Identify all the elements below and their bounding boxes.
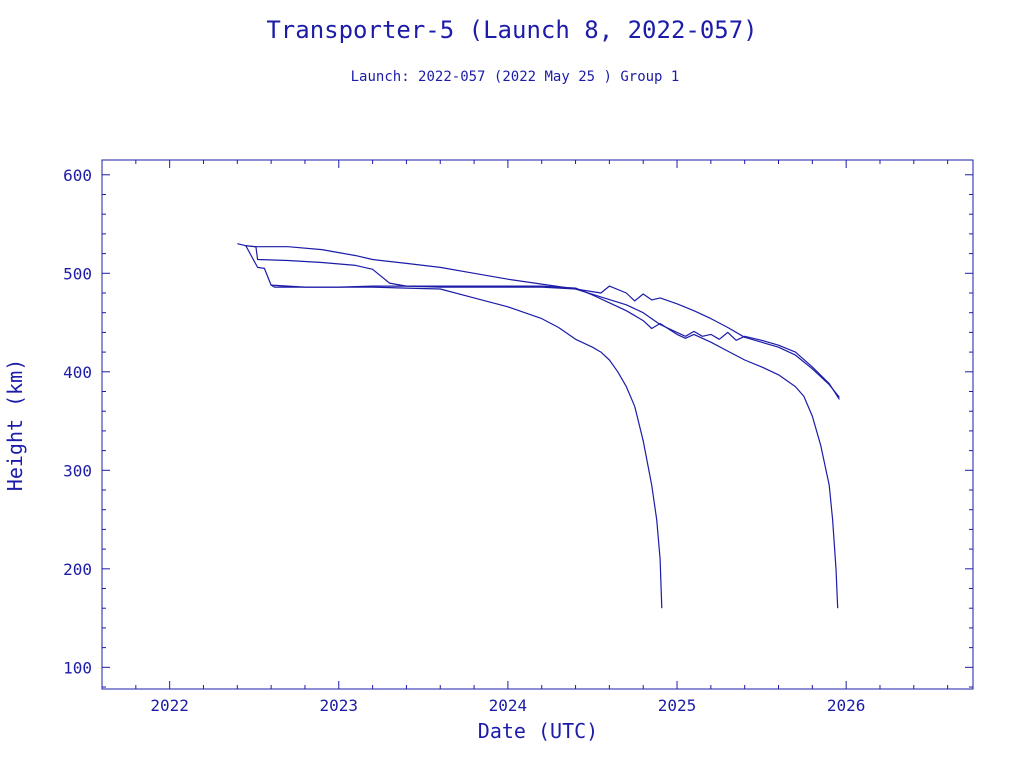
series-line-4 bbox=[271, 284, 663, 609]
y-tick-label: 100 bbox=[63, 658, 92, 677]
x-tick-label: 2026 bbox=[827, 696, 866, 715]
x-axis-ticks: 2022 2023 2024 2025 2026 bbox=[101, 160, 949, 715]
x-axis-label: Date (UTC) bbox=[478, 719, 598, 743]
y-tick-label: 200 bbox=[63, 560, 92, 579]
y-tick-label: 400 bbox=[63, 363, 92, 382]
series-line-3 bbox=[245, 245, 839, 609]
plot-frame bbox=[101, 159, 974, 690]
series-line-1 bbox=[237, 243, 840, 398]
y-tick-label: 300 bbox=[63, 461, 92, 480]
chart-subtitle: Launch: 2022-057 (2022 May 25 ) Group 1 bbox=[351, 69, 680, 85]
y-tick-label: 500 bbox=[63, 264, 92, 283]
x-tick-label: 2025 bbox=[658, 696, 697, 715]
y-axis-label: Height (km) bbox=[3, 359, 27, 491]
x-tick-label: 2024 bbox=[489, 696, 528, 715]
y-tick-label: 600 bbox=[63, 166, 92, 185]
chart-title: Transporter-5 (Launch 8, 2022-057) bbox=[266, 16, 757, 44]
x-tick-label: 2023 bbox=[320, 696, 359, 715]
x-tick-label: 2022 bbox=[150, 696, 189, 715]
series-layer bbox=[237, 243, 840, 609]
y-axis-ticks: 100 200 300 400 500 600 bbox=[63, 166, 973, 688]
series-line-2 bbox=[245, 245, 840, 400]
